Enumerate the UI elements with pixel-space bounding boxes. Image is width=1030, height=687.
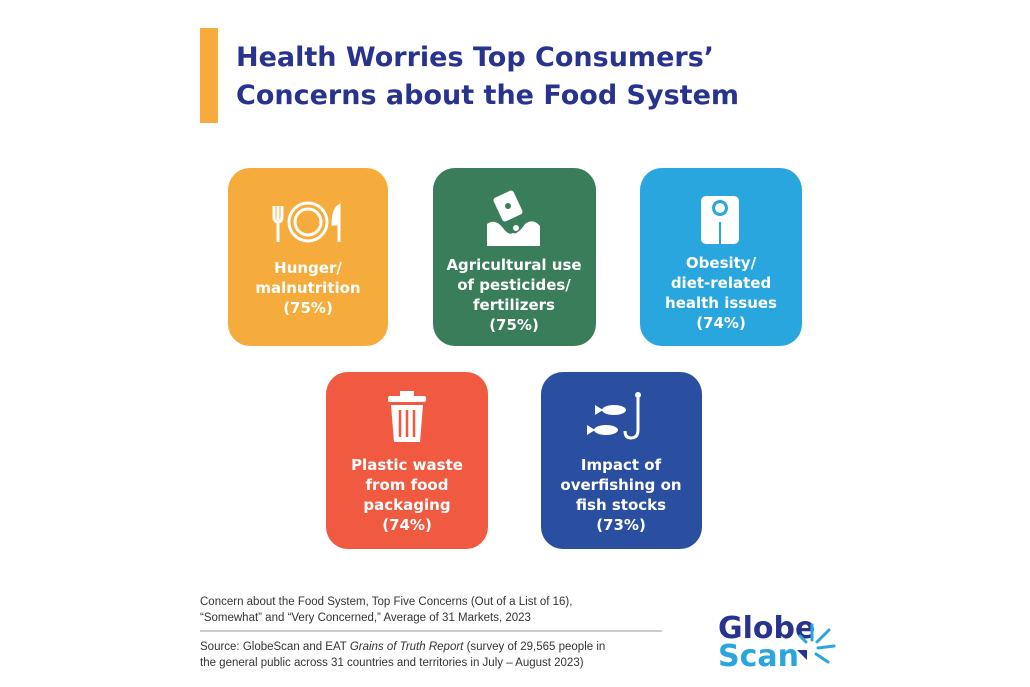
card: [228, 168, 388, 346]
fish-icon: [587, 392, 641, 440]
source-text: Source: GlobeScan and EAT: [200, 641, 350, 653]
card-label: packaging: [363, 496, 450, 514]
card-label: fertilizers: [473, 296, 555, 314]
source-text: (survey of 29,565 people in: [463, 641, 605, 653]
footnote-line: “Somewhat” and “Very Concerned,” Average…: [200, 612, 531, 624]
logo-arrow: [797, 650, 807, 660]
card-label: Hunger/: [274, 259, 342, 277]
card-label: overfishing on: [560, 476, 681, 494]
title-line: Health Worries Top Consumers’: [236, 42, 714, 73]
card-percent: (74%): [382, 516, 432, 534]
card-label: health issues: [665, 294, 777, 312]
scale-icon: [701, 196, 739, 244]
logo-bottom: Scan: [718, 639, 799, 674]
logo-burst: [798, 623, 836, 664]
card: [541, 372, 702, 549]
card-label: Agricultural use: [446, 256, 581, 274]
card-percent: (74%): [696, 314, 746, 332]
source-line: the general public across 31 countries a…: [200, 657, 584, 669]
pesticide-icon: [487, 190, 540, 246]
card-percent: (75%): [489, 316, 539, 334]
card: [640, 168, 802, 346]
source-report: Grains of Truth Report: [350, 641, 464, 653]
card: [433, 168, 596, 346]
accent-bar: [200, 28, 218, 123]
card-percent: (75%): [283, 299, 333, 317]
card-label: diet-related: [671, 274, 771, 292]
card-percent: (73%): [596, 516, 646, 534]
footnote-line: Concern about the Food System, Top Five …: [200, 596, 572, 608]
plate-icon: [272, 201, 341, 243]
card-label: Obesity/: [686, 254, 757, 272]
card: [326, 372, 488, 549]
logo-top: Globe: [718, 611, 815, 646]
card-label: fish stocks: [576, 496, 666, 514]
title-line: Concerns about the Food System: [236, 80, 739, 111]
source-line: Source: GlobeScan and EAT Grains of Trut…: [200, 641, 605, 653]
card-label: Plastic waste: [351, 456, 463, 474]
card-label: of pesticides/: [457, 276, 571, 294]
trash-icon: [388, 391, 426, 442]
card-label: Impact of: [581, 456, 662, 474]
card-label: from food: [366, 476, 449, 494]
card-label: malnutrition: [255, 279, 360, 297]
